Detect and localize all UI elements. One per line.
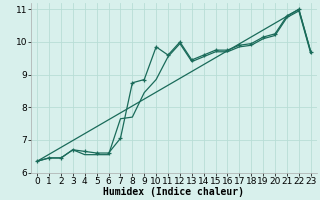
X-axis label: Humidex (Indice chaleur): Humidex (Indice chaleur) [103, 187, 244, 197]
